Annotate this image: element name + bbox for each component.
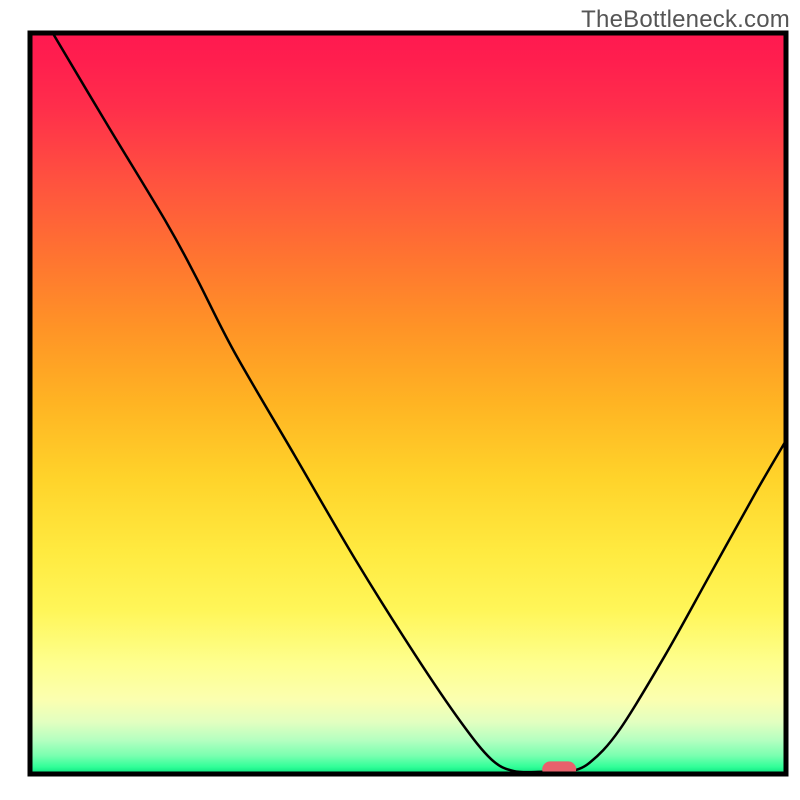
gradient-background (30, 33, 786, 774)
watermark-text: TheBottleneck.com (581, 6, 790, 34)
chart-container: TheBottleneck.com (0, 0, 800, 800)
bottleneck-curve-chart (0, 0, 800, 800)
